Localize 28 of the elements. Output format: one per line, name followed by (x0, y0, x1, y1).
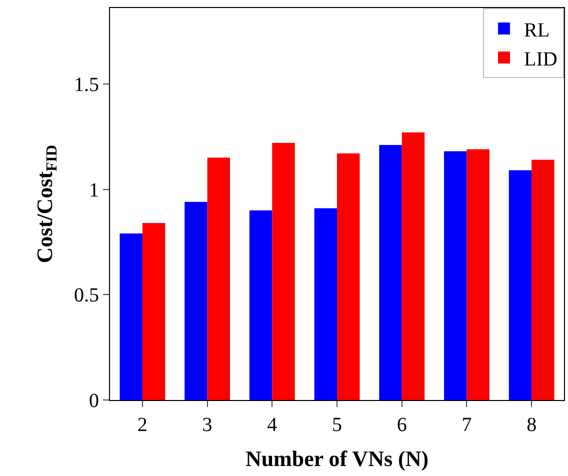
bar (402, 132, 425, 400)
legend-label: LID (524, 48, 558, 70)
bar (142, 222, 166, 400)
x-tick-label: 5 (332, 414, 342, 436)
y-tick-label: 0.5 (74, 284, 99, 307)
x-tick-label: 7 (462, 414, 472, 436)
bar (249, 210, 272, 400)
bar (184, 202, 208, 400)
x-tick-label: 6 (396, 414, 407, 436)
bar (466, 149, 490, 400)
x-axis-title: Number of VNs (N) (245, 446, 429, 471)
bar (379, 144, 402, 400)
bar (444, 151, 467, 400)
bar (532, 160, 554, 400)
x-tick-label: 2 (137, 414, 148, 436)
bar (508, 170, 532, 400)
y-tick-label: 1 (89, 179, 99, 202)
bar (337, 153, 360, 400)
x-tick-label: 4 (267, 414, 278, 436)
legend-label: RL (524, 19, 550, 42)
bar (314, 208, 337, 400)
x-tick-label: 8 (526, 414, 537, 436)
y-tick-label: 1.5 (74, 74, 99, 96)
y-tick-label: 0 (89, 390, 99, 412)
bar (120, 234, 142, 400)
x-tick-label: 3 (202, 414, 212, 436)
bar (207, 158, 230, 400)
bar (272, 142, 295, 400)
